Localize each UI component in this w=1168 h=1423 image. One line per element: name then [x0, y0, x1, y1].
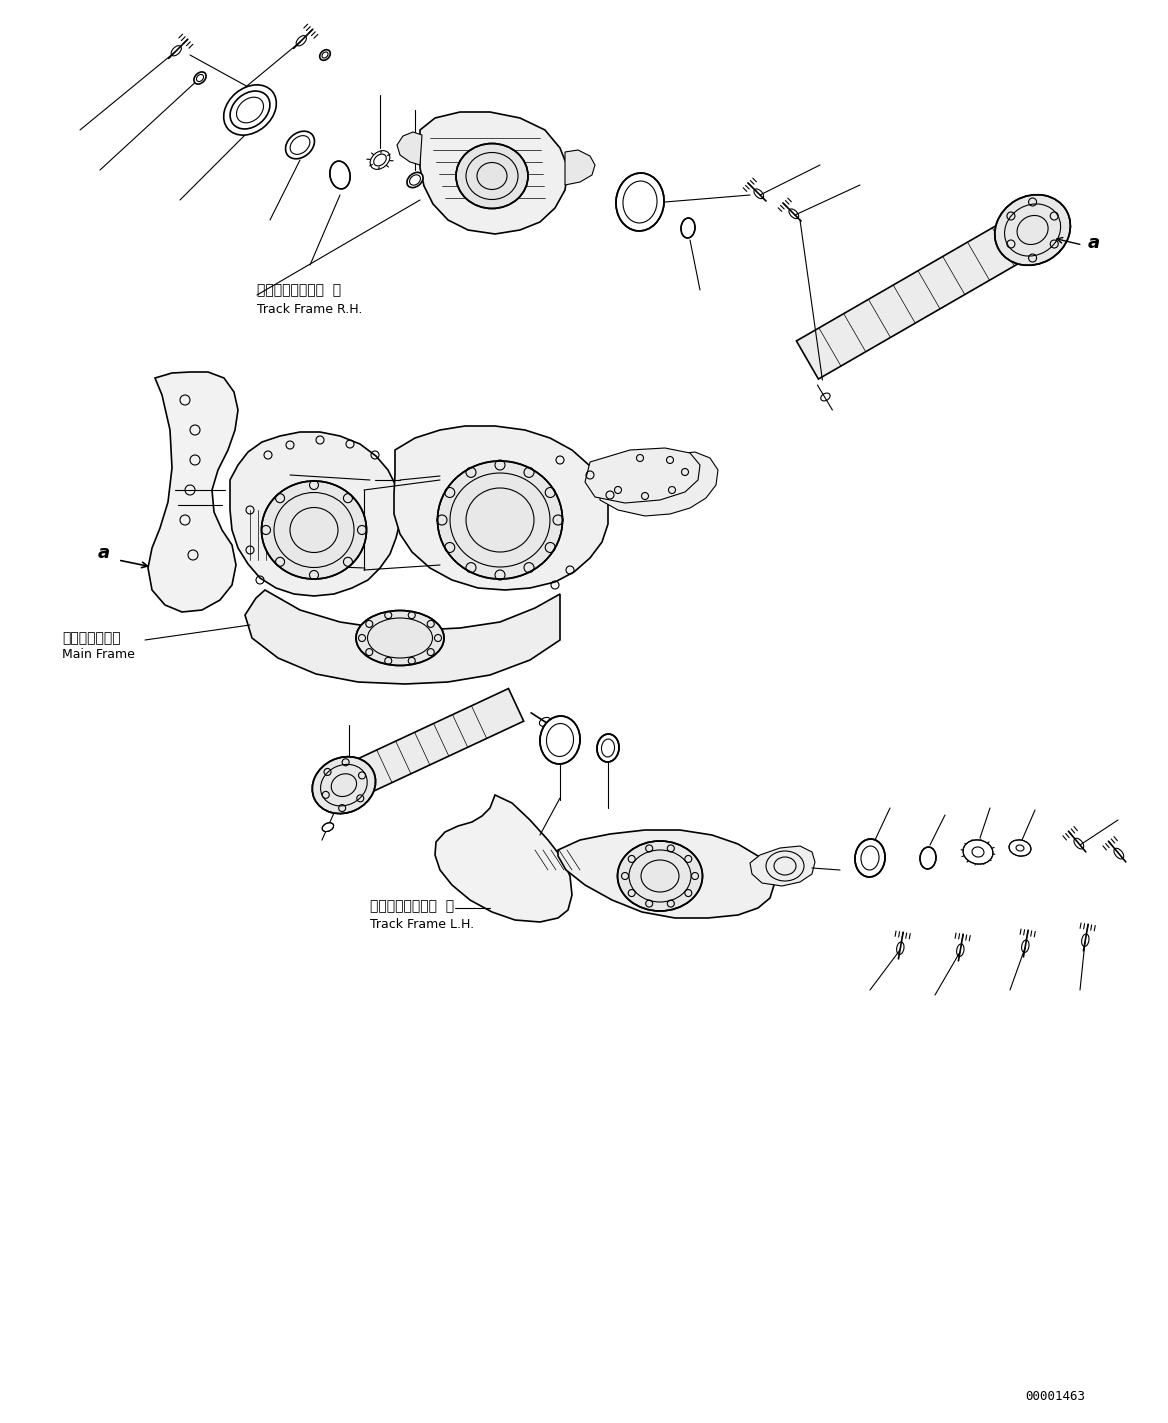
Ellipse shape [540, 716, 580, 764]
Polygon shape [750, 847, 815, 887]
Ellipse shape [995, 195, 1070, 265]
Ellipse shape [356, 610, 444, 666]
Ellipse shape [616, 174, 665, 231]
Polygon shape [420, 112, 568, 233]
Text: Main Frame: Main Frame [62, 647, 134, 662]
Ellipse shape [456, 144, 528, 209]
Text: トラックフレーム  左: トラックフレーム 左 [370, 899, 454, 914]
Text: a: a [1087, 233, 1100, 252]
Ellipse shape [964, 840, 993, 864]
Text: a: a [98, 544, 110, 562]
Ellipse shape [320, 50, 331, 60]
Ellipse shape [322, 822, 334, 831]
Polygon shape [558, 830, 774, 918]
Text: 00001463: 00001463 [1026, 1390, 1085, 1403]
Text: メインフレーム: メインフレーム [62, 630, 120, 645]
Polygon shape [245, 591, 559, 684]
Polygon shape [394, 425, 609, 591]
Text: Track Frame L.H.: Track Frame L.H. [370, 918, 474, 931]
Ellipse shape [855, 840, 885, 877]
Ellipse shape [1009, 840, 1031, 857]
Ellipse shape [312, 757, 376, 814]
Ellipse shape [285, 131, 314, 159]
Ellipse shape [194, 73, 206, 84]
Polygon shape [148, 371, 238, 612]
Polygon shape [230, 433, 399, 596]
Ellipse shape [223, 85, 277, 135]
Polygon shape [397, 132, 422, 165]
Polygon shape [565, 149, 595, 185]
Ellipse shape [329, 161, 350, 189]
Text: Track Frame R.H.: Track Frame R.H. [257, 303, 362, 316]
Ellipse shape [597, 734, 619, 761]
Ellipse shape [618, 841, 702, 911]
Polygon shape [585, 448, 700, 502]
Ellipse shape [262, 481, 367, 579]
Polygon shape [797, 211, 1043, 379]
Polygon shape [434, 795, 572, 922]
Ellipse shape [406, 172, 423, 188]
Ellipse shape [681, 218, 695, 238]
Polygon shape [600, 453, 718, 517]
Ellipse shape [920, 847, 936, 869]
Ellipse shape [438, 461, 563, 579]
Text: トラックフレーム  右: トラックフレーム 右 [257, 283, 341, 297]
Polygon shape [336, 689, 523, 801]
